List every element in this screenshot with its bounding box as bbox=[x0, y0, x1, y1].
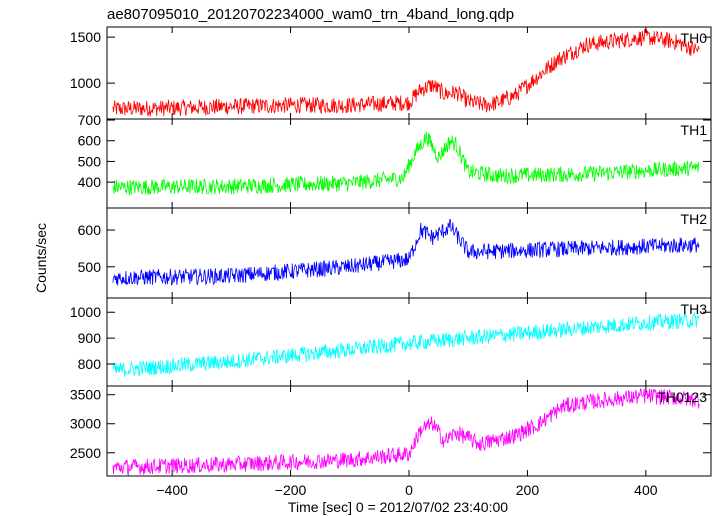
y-tick-label: 500 bbox=[78, 153, 102, 169]
band-label-th1: TH1 bbox=[681, 122, 708, 138]
band-label-th0: TH0 bbox=[681, 30, 708, 46]
chart-title: ae807095010_20120702234000_wam0_trn_4ban… bbox=[107, 6, 514, 23]
band-label-th3: TH3 bbox=[681, 301, 708, 317]
panels: 1000 1500 TH0 400 500 600 700 TH1 500 600 TH2 800 90… bbox=[70, 26, 712, 498]
series-line-th0 bbox=[112, 28, 700, 117]
y-tick-label: 2500 bbox=[70, 445, 101, 461]
y-tick-label: 500 bbox=[78, 259, 102, 275]
y-tick-label: 800 bbox=[78, 356, 102, 372]
y-tick-label: 1000 bbox=[70, 304, 101, 320]
panel-frame-th1 bbox=[106, 118, 712, 209]
y-axis-label: Counts/sec bbox=[33, 223, 49, 293]
y-tick-label: 400 bbox=[78, 174, 102, 190]
y-tick-label: 3000 bbox=[70, 416, 101, 432]
x-tick-label: 200 bbox=[516, 482, 540, 498]
y-tick-label: 600 bbox=[78, 222, 102, 238]
panel-frame-th3 bbox=[106, 297, 712, 387]
series-line-th0123 bbox=[112, 388, 700, 477]
y-tick-label: 600 bbox=[78, 133, 102, 149]
y-tick-label: 700 bbox=[78, 112, 102, 128]
x-tick-label: −200 bbox=[275, 482, 307, 498]
band-label-th0123: TH0123 bbox=[657, 389, 707, 405]
series-line-th2 bbox=[112, 218, 700, 286]
x-tick-label: 0 bbox=[405, 482, 413, 498]
band-label-th2: TH2 bbox=[681, 211, 708, 227]
x-tick-label: 400 bbox=[634, 482, 658, 498]
series-line-th1 bbox=[112, 131, 700, 196]
y-tick-label: 1000 bbox=[70, 75, 101, 91]
y-tick-label: 1500 bbox=[70, 29, 101, 45]
series-line-th3 bbox=[112, 311, 700, 378]
x-axis-label: Time [sec] 0 = 2012/07/02 23:40:00 bbox=[288, 499, 508, 515]
y-tick-label: 900 bbox=[78, 330, 102, 346]
x-tick-label: −400 bbox=[156, 482, 188, 498]
y-tick-label: 3500 bbox=[70, 387, 101, 403]
